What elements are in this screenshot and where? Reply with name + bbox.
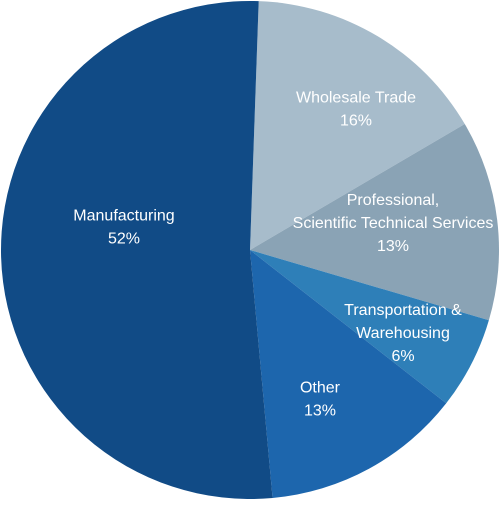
slice-value-wholesale-trade: 16% bbox=[340, 113, 372, 130]
slice-value-transportation-warehousing: 6% bbox=[391, 348, 414, 365]
slice-name-professional-scientific-technical-services: Scientific Technical Services bbox=[293, 215, 494, 232]
pie-slice-transportation-warehousing bbox=[250, 250, 489, 404]
slice-name-wholesale-trade: Wholesale Trade bbox=[296, 90, 416, 107]
slice-name-transportation-warehousing: Transportation & bbox=[344, 302, 462, 319]
pie-slice-manufacturing bbox=[1, 1, 273, 500]
pie-slice-wholesale-trade bbox=[250, 1, 465, 250]
slice-name-other: Other bbox=[300, 380, 341, 397]
slice-name-transportation-warehousing: Warehousing bbox=[356, 325, 450, 342]
slice-label-other: Other 13% bbox=[300, 380, 341, 420]
slice-value-manufacturing: 52% bbox=[108, 231, 140, 248]
labels-layer: Wholesale Trade 16% Professional, Scientifi… bbox=[73, 90, 493, 420]
pie-slice-professional-scientific-technical-services bbox=[250, 123, 499, 321]
slice-value-professional-scientific-technical-services: 13% bbox=[377, 238, 409, 255]
slice-value-other: 13% bbox=[304, 403, 336, 420]
slice-label-transportation-warehousing: Transportation & Warehousing 6% bbox=[344, 302, 462, 365]
slice-label-wholesale-trade: Wholesale Trade 16% bbox=[296, 90, 416, 130]
slice-label-manufacturing: Manufacturing 52% bbox=[73, 208, 174, 248]
slice-label-professional-scientific-technical-services: Professional, Scientific Technical Servic… bbox=[293, 192, 494, 255]
pie-slice-other bbox=[250, 250, 447, 498]
slice-name-professional-scientific-technical-services: Professional, bbox=[347, 192, 440, 209]
slice-name-manufacturing: Manufacturing bbox=[73, 208, 174, 225]
